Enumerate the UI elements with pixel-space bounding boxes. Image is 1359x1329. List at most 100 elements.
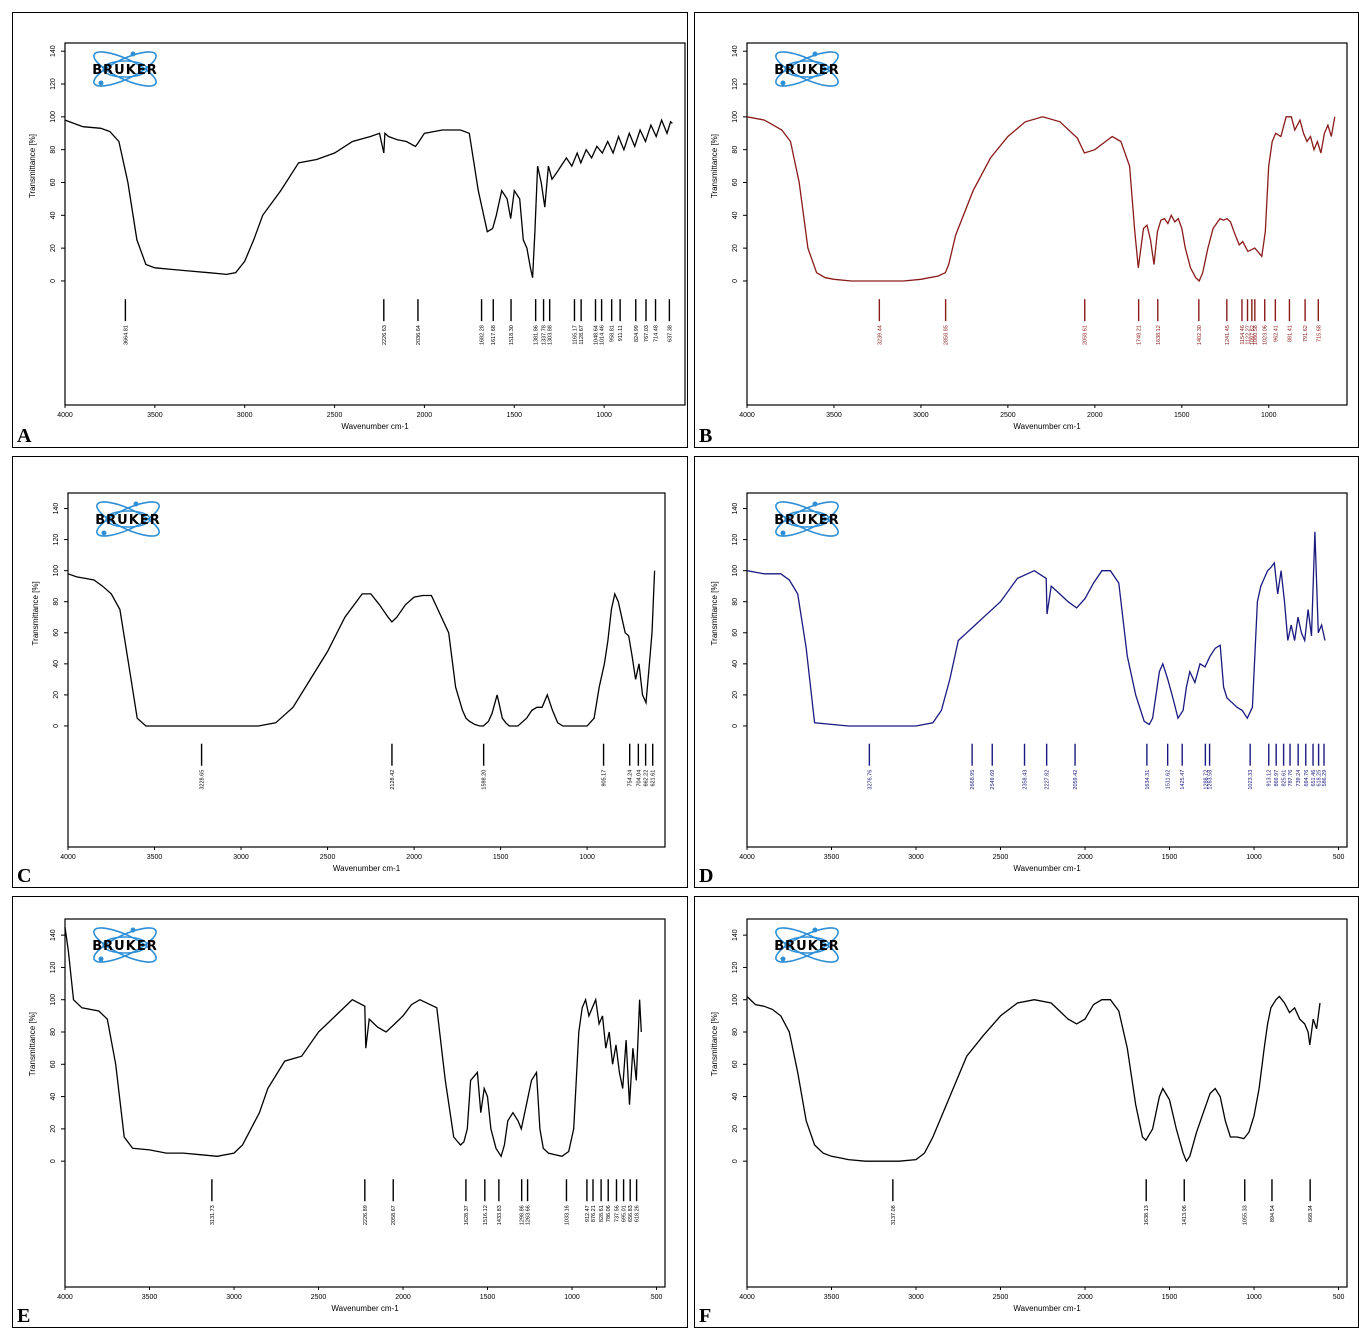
peak-label: 3228.65 — [200, 770, 206, 790]
y-tick-label: 40 — [50, 211, 57, 219]
peak-label: 1303.88 — [548, 325, 554, 345]
peak-label: 704.04 — [636, 770, 642, 787]
peak-label: 1748.21 — [1137, 325, 1143, 345]
x-tick-label: 3500 — [147, 854, 163, 861]
x-tick-label: 3000 — [908, 854, 924, 861]
peak-label: 2858.85 — [944, 325, 950, 345]
y-tick-label: 20 — [50, 1125, 57, 1133]
x-tick-label: 1000 — [579, 854, 595, 861]
logo-text: BRUKER — [774, 63, 839, 78]
peak-label: 1516.12 — [483, 1205, 489, 1225]
x-tick-label: 3500 — [142, 1294, 158, 1301]
y-tick-label: 0 — [732, 279, 739, 283]
peak-label: 739.24 — [1296, 770, 1302, 787]
y-tick-label: 100 — [732, 565, 739, 577]
y-tick-label: 60 — [50, 1060, 57, 1068]
y-tick-label: 80 — [732, 598, 739, 606]
peak-label: 3131.73 — [210, 1205, 216, 1225]
peak-label: 3137.08 — [891, 1205, 897, 1225]
x-tick-label: 3000 — [226, 1294, 242, 1301]
plot-frame — [746, 918, 1348, 1288]
peak-label: 694.76 — [1304, 770, 1310, 787]
peak-label: 2059.42 — [1073, 770, 1079, 790]
y-tick-label: 20 — [50, 244, 57, 252]
x-tick-label: 3000 — [233, 854, 249, 861]
peak-label: 825.61 — [1282, 770, 1288, 787]
peak-label: 1298.86 — [520, 1205, 526, 1225]
peak-label: 1381.86 — [534, 325, 540, 345]
y-tick-label: 120 — [50, 78, 57, 90]
peak-label: 1165.17 — [572, 325, 578, 344]
peak-label: 881.41 — [1287, 325, 1293, 342]
x-tick-label: 1500 — [480, 1294, 496, 1301]
y-tick-label: 140 — [50, 929, 57, 941]
y-tick-label: 20 — [732, 691, 739, 699]
bruker-logo: BRUKER — [774, 927, 839, 963]
peak-label: 911.11 — [618, 325, 624, 341]
x-tick-label: 1500 — [493, 854, 509, 861]
chart-svg-b: 0 20 40 60 80 100 120 140 4000 3500 3000 2500 2000 15… — [710, 42, 1348, 431]
y-tick-label: 140 — [732, 929, 739, 941]
peak-label: 1033.16 — [564, 1205, 570, 1225]
panel-d: 0 20 40 60 80 100 120 140 4000 3500 3000 2500 2000 15… — [694, 456, 1359, 888]
y-tick-label: 60 — [53, 629, 60, 637]
x-axis-label: Wavenumber cm-1 — [1013, 422, 1081, 431]
y-tick-label: 140 — [50, 45, 57, 57]
chart-svg-d: 0 20 40 60 80 100 120 140 4000 3500 3000 2500 2000 15… — [710, 492, 1348, 873]
x-tick-label: 2000 — [395, 1294, 411, 1301]
peak-label: 714.48 — [654, 325, 660, 342]
peak-label: 1682.28 — [480, 325, 486, 345]
peak-label: 1048.64 — [594, 325, 600, 345]
peak-label: 1638.12 — [1156, 325, 1162, 345]
y-tick-label: 40 — [50, 1093, 57, 1101]
y-axis-label: Transmittance [%] — [710, 134, 719, 198]
peak-label: 3664.81 — [123, 325, 129, 345]
peak-label: 695.01 — [622, 1205, 628, 1222]
y-tick-label: 140 — [732, 45, 739, 57]
x-tick-label: 1500 — [1162, 854, 1178, 861]
peak-label: 1080.58 — [1253, 325, 1259, 345]
logo-text: BRUKER — [95, 513, 160, 528]
x-tick-label: 2500 — [311, 1294, 327, 1301]
x-tick-label: 4000 — [57, 1294, 73, 1301]
x-tick-label: 1500 — [1162, 1294, 1178, 1301]
x-axis-label: Wavenumber cm-1 — [341, 422, 409, 431]
plot-frame — [64, 918, 666, 1288]
logo-text: BRUKER — [774, 513, 839, 528]
y-axis-label: Transmittance [%] — [28, 1012, 37, 1076]
chart-svg-c: 0 20 40 60 80 100 120 140 4000 3500 3000 2500 2000 15… — [31, 492, 666, 873]
y-tick-label: 120 — [50, 961, 57, 973]
x-tick-label: 2000 — [1077, 854, 1093, 861]
chart-svg-f: 0 20 40 60 80 100 120 140 4000 3500 3000 2500 2000 15… — [710, 918, 1348, 1313]
y-tick-label: 100 — [53, 565, 60, 577]
bruker-logo: BRUKER — [774, 501, 839, 537]
x-tick-label: 1000 — [1261, 412, 1277, 419]
spectrum-line — [67, 570, 656, 727]
y-axis-label: Transmittance [%] — [710, 1012, 719, 1076]
x-tick-label: 1500 — [506, 412, 522, 419]
peak-label: 786.06 — [606, 1205, 612, 1222]
x-tick-label: 500 — [1333, 854, 1345, 861]
x-tick-label: 2000 — [417, 412, 433, 419]
y-tick-label: 80 — [732, 146, 739, 154]
peak-label: 618.26 — [635, 1205, 641, 1222]
y-tick-label: 40 — [732, 660, 739, 668]
x-tick-label: 3500 — [826, 412, 842, 419]
peak-label: 621.61 — [651, 770, 657, 787]
x-tick-label: 4000 — [739, 854, 755, 861]
x-tick-label: 4000 — [60, 854, 76, 861]
peak-label: 912.47 — [585, 1205, 591, 1222]
panel-c: 0 20 40 60 80 100 120 140 4000 3500 3000 2500 2000 15… — [12, 456, 688, 888]
peak-label: 2058.61 — [1083, 325, 1089, 345]
peak-label: 791.62 — [1303, 325, 1309, 342]
x-tick-label: 1000 — [1246, 854, 1262, 861]
peak-label: 767.03 — [644, 325, 650, 342]
y-tick-label: 0 — [50, 279, 57, 283]
bruker-logo: BRUKER — [774, 51, 839, 87]
y-tick-label: 120 — [732, 78, 739, 90]
peak-label: 905.17 — [602, 770, 608, 787]
y-tick-label: 100 — [50, 994, 57, 1006]
peak-label: 1638.13 — [1144, 1205, 1150, 1225]
peak-label: 754.24 — [628, 770, 634, 787]
y-axis-label: Transmittance [%] — [28, 134, 37, 198]
